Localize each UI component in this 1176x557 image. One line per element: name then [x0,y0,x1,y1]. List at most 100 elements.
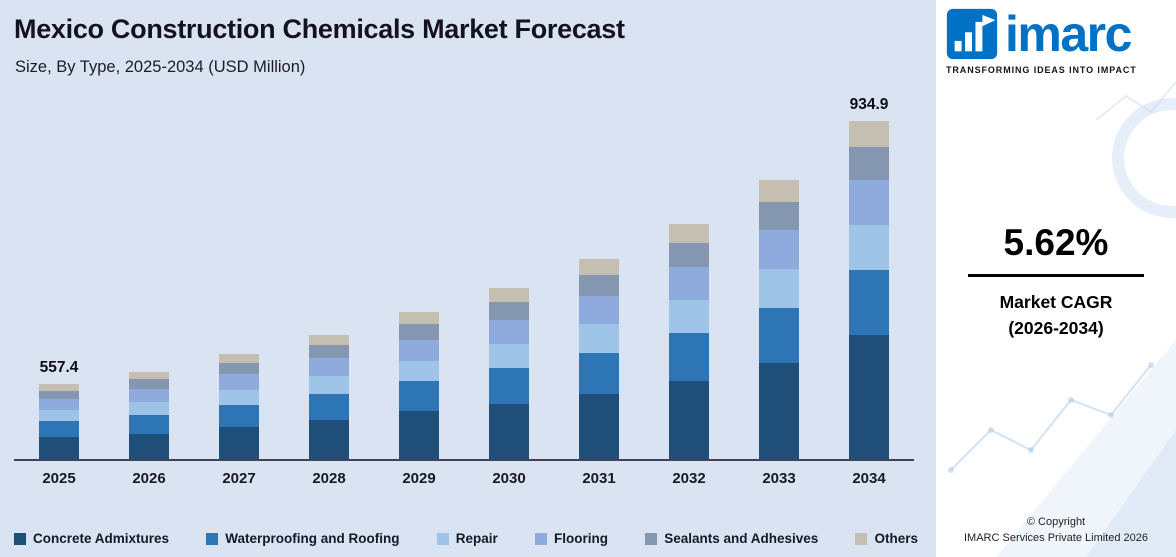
total-label-2034: 934.9 [849,95,889,113]
bar-segment-repair [39,410,79,422]
cagr-block: 5.62% Market CAGR (2026-2034) [936,222,1176,342]
bar-segment-sealants-and-adhesives [39,390,79,399]
imarc-logo-text: imarc [1005,6,1132,62]
bar-segment-waterproofing-and-roofing [39,421,79,438]
bar-segment-concrete-admixtures [849,334,889,459]
bar-2033 [759,179,799,459]
bar-segment-flooring [399,339,439,361]
legend-swatch-concrete-admixtures [14,532,26,545]
bar-segment-flooring [39,398,79,411]
bar-segment-sealants-and-adhesives [579,275,619,296]
bar-segment-others [489,288,529,302]
bar-segment-others [219,354,259,364]
legend-label: Others [874,531,918,546]
bar-segment-flooring [579,295,619,325]
legend-item-concrete-admixtures: Concrete Admixtures [14,531,169,546]
bar-segment-sealants-and-adhesives [309,345,349,359]
cagr-years: (2026-2034) [1008,318,1104,339]
sidebar: imarc TRANSFORMING IDEAS INTO IMPACT 5.6… [936,0,1176,557]
cagr-divider [968,274,1144,277]
x-label-2029: 2029 [402,470,436,487]
bar-segment-waterproofing-and-roofing [489,368,529,404]
legend-label: Waterproofing and Roofing [225,531,400,546]
imarc-logo: imarc TRANSFORMING IDEAS INTO IMPACT [946,8,1168,75]
bar-segment-sealants-and-adhesives [849,146,889,180]
bar-segment-concrete-admixtures [399,411,439,459]
legend-swatch-sealants-and-adhesives [645,532,658,545]
bar-segment-sealants-and-adhesives [489,301,529,320]
x-label-2033: 2033 [762,470,796,487]
bar-segment-others [309,334,349,346]
bar-segment-repair [399,360,439,382]
bar-segment-flooring [849,179,889,225]
imarc-logo-icon [946,8,998,60]
bar-segment-waterproofing-and-roofing [669,333,709,382]
x-label-2034: 2034 [852,470,886,487]
bar-segment-concrete-admixtures [219,427,259,459]
bar-segment-waterproofing-and-roofing [399,381,439,412]
bar-2034 [849,120,889,459]
chart-panel: Mexico Construction Chemicals Market For… [0,0,936,557]
imarc-tagline: TRANSFORMING IDEAS INTO IMPACT [946,65,1137,75]
bar-segment-flooring [489,319,529,345]
legend-swatch-waterproofing-and-roofing [206,532,219,545]
legend-item-repair: Repair [436,531,498,546]
bar-segment-others [849,120,889,147]
watermark-graphic [948,81,1176,557]
legend-swatch-others [855,532,868,545]
bar-segment-others [579,258,619,276]
bar-segment-repair [849,224,889,270]
bar-segment-concrete-admixtures [759,363,799,459]
bar-segment-repair [579,324,619,353]
x-label-2028: 2028 [312,470,346,487]
bar-segment-waterproofing-and-roofing [579,352,619,394]
x-label-2031: 2031 [582,470,616,487]
bar-segment-sealants-and-adhesives [669,242,709,268]
bar-segment-flooring [759,230,799,270]
legend-item-waterproofing-and-roofing: Waterproofing and Roofing [206,531,400,546]
bar-segment-flooring [129,388,169,403]
bar-segment-waterproofing-and-roofing [219,404,259,427]
bar-2025 [39,384,79,459]
bar-segment-sealants-and-adhesives [759,201,799,231]
bar-segment-concrete-admixtures [489,403,529,459]
bar-segment-sealants-and-adhesives [399,324,439,340]
bar-segment-concrete-admixtures [39,437,79,459]
bar-2027 [219,354,259,459]
bar-segment-concrete-admixtures [669,381,709,459]
bar-segment-concrete-admixtures [129,434,169,459]
bar-2031 [579,258,619,459]
copyright-line1: © Copyright [1026,516,1086,529]
bar-segment-repair [309,376,349,394]
cagr-label: Market CAGR [999,292,1113,312]
bar-segment-repair [489,344,529,369]
legend-swatch-repair [436,532,449,545]
page-subtitle: Size, By Type, 2025-2034 (USD Million) [15,58,306,76]
bar-segment-waterproofing-and-roofing [759,307,799,364]
bar-2030 [489,288,529,459]
bar-segment-others [399,312,439,325]
legend-swatch-flooring [534,532,547,545]
bar-2028 [309,334,349,459]
x-axis-labels: 2025 2026 2027 2028 2029 2030 2031 2032 2033 2034 [14,470,914,487]
copyright: © Copyright IMARC Services Private Limit… [936,515,1176,547]
bar-segment-flooring [309,358,349,377]
bar-segment-others [759,179,799,202]
legend-item-others: Others [855,531,918,546]
legend-label: Sealants and Adhesives [664,531,819,546]
bar-segment-repair [129,402,169,416]
x-label-2026: 2026 [132,470,166,487]
bar-segment-others [39,384,79,391]
bar-segment-concrete-admixtures [309,419,349,459]
bar-segment-waterproofing-and-roofing [309,393,349,420]
total-label-2025: 557.4 [39,359,79,376]
x-label-2025: 2025 [42,470,76,487]
x-label-2030: 2030 [492,470,526,487]
bar-segment-sealants-and-adhesives [129,379,169,389]
bar-2026 [129,371,169,459]
bar-segment-repair [669,300,709,334]
legend-label: Concrete Admixtures [33,531,170,546]
bar-segment-others [129,371,169,380]
bar-segment-sealants-and-adhesives [219,363,259,375]
